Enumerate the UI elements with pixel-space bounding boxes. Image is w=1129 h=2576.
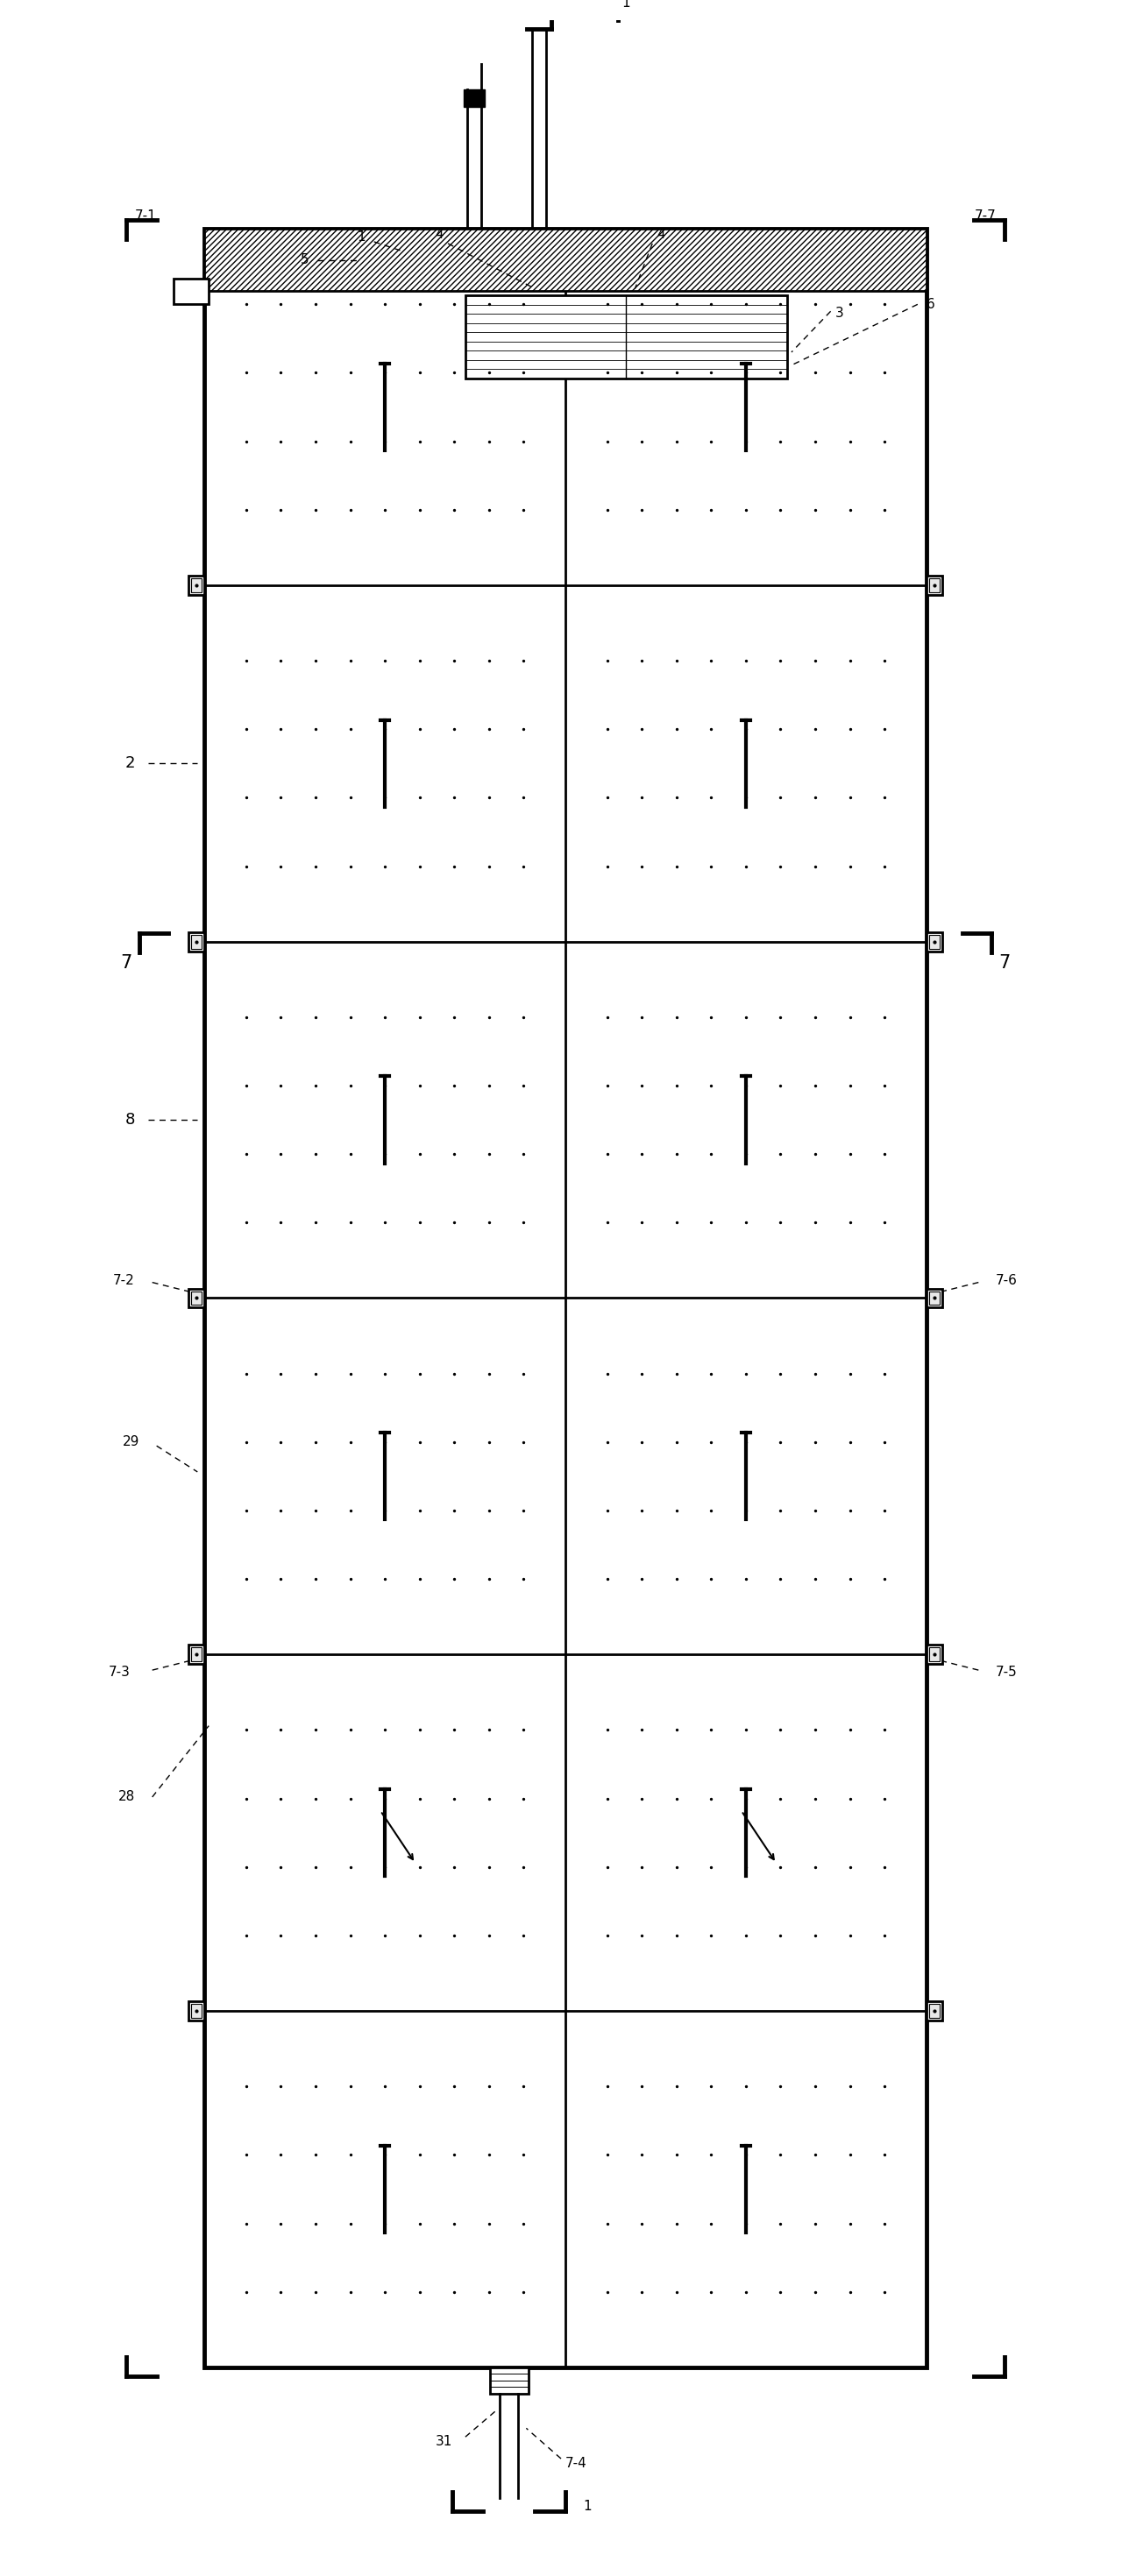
Text: 5: 5 (300, 252, 308, 265)
Text: 4: 4 (435, 229, 444, 242)
Text: 7-5: 7-5 (996, 1664, 1017, 1680)
Bar (465, 296, 787, 379)
Text: 2: 2 (125, 755, 134, 770)
Bar (174, 278, 209, 304)
Bar (204, 229, 926, 291)
Bar (929, 935, 939, 948)
Bar (192, 577, 202, 592)
Bar (189, 933, 204, 951)
Text: 7-6: 7-6 (996, 1275, 1017, 1288)
Bar (929, 577, 939, 592)
Text: 29: 29 (122, 1435, 139, 1448)
Bar (490, 2367, 528, 2393)
Bar (926, 933, 942, 951)
Text: 7-3: 7-3 (108, 1664, 131, 1680)
Bar (192, 1649, 202, 1662)
Text: 28: 28 (119, 1790, 134, 1803)
Text: 3: 3 (835, 307, 843, 319)
Bar (189, 1646, 204, 1664)
Text: 6: 6 (927, 299, 935, 312)
Bar (929, 1291, 939, 1306)
Bar (926, 1646, 942, 1664)
Bar (204, 229, 926, 2367)
Text: 4: 4 (657, 229, 665, 242)
Bar (464, 90, 484, 108)
Text: 7-4: 7-4 (566, 2458, 587, 2470)
Text: 7: 7 (121, 956, 132, 971)
Text: 31: 31 (436, 2434, 453, 2447)
Text: 1: 1 (357, 232, 365, 245)
Bar (189, 1288, 204, 1309)
Bar (926, 1288, 942, 1309)
Bar (926, 2002, 942, 2020)
Bar (929, 2004, 939, 2017)
Text: 7: 7 (999, 956, 1010, 971)
Bar (400, 247, 427, 286)
Text: 8: 8 (125, 1113, 134, 1128)
Bar (192, 2004, 202, 2017)
Text: 7-1: 7-1 (134, 209, 157, 222)
Text: 1: 1 (583, 2499, 592, 2514)
Text: 7-2: 7-2 (113, 1275, 134, 1288)
Text: 1: 1 (622, 0, 630, 10)
Bar (192, 1291, 202, 1306)
Text: 7-7: 7-7 (974, 209, 996, 222)
Bar (192, 935, 202, 948)
Bar (189, 2002, 204, 2020)
Bar (926, 574, 942, 595)
Bar (929, 1649, 939, 1662)
Bar (189, 574, 204, 595)
